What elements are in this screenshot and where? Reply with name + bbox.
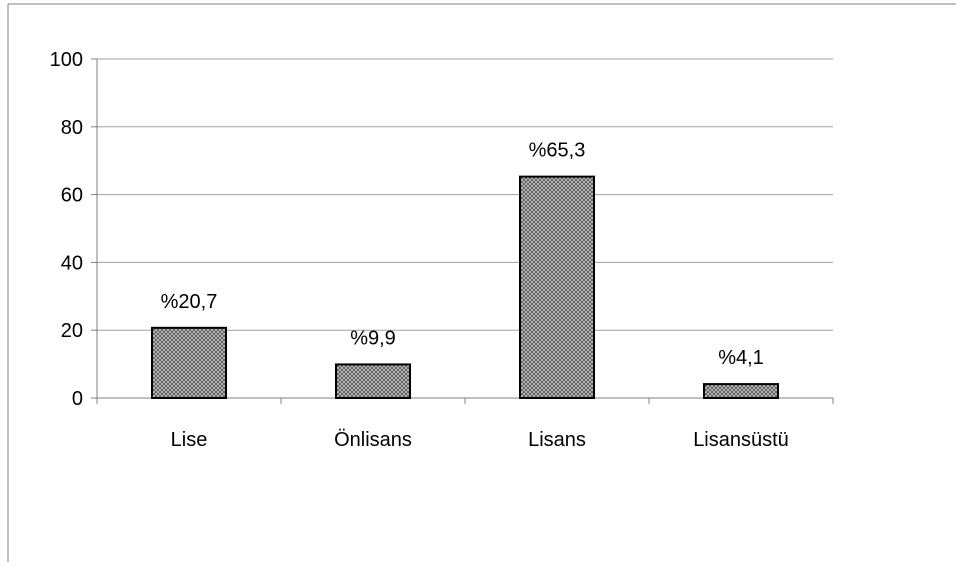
data-label: %4,1 (718, 347, 764, 369)
bar-4 (703, 383, 779, 400)
bar-1 (151, 326, 227, 399)
y-tick-label: 0 (72, 388, 83, 410)
data-label: %65,3 (529, 140, 586, 162)
y-tick-label: 60 (61, 185, 83, 207)
x-category-label: Lisansüstü (693, 429, 789, 451)
bar-2 (335, 363, 411, 399)
gridlines (97, 58, 833, 331)
y-tick-label: 80 (61, 117, 83, 139)
y-tick-label: 20 (61, 320, 83, 342)
y-tick-label: 100 (50, 49, 83, 71)
x-category-label: Lisans (528, 429, 586, 451)
x-category-label: Lise (171, 429, 208, 451)
labels: 0 20 40 60 80 100 %20,7 Lise %9,9 Önlisans %65,3 Li… (50, 49, 789, 451)
x-category-label: Önlisans (334, 429, 412, 451)
bars (151, 175, 779, 400)
data-label: %9,9 (350, 327, 396, 349)
data-label: %20,7 (161, 291, 218, 313)
y-tick-label: 40 (61, 252, 83, 274)
bar-3 (519, 175, 595, 399)
